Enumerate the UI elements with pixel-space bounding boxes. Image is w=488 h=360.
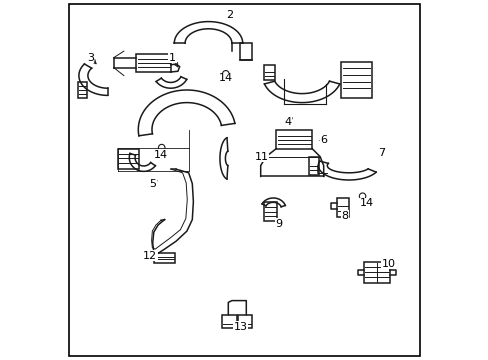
Text: 8: 8 xyxy=(341,211,348,221)
Text: 14: 14 xyxy=(359,198,373,208)
Text: 4: 4 xyxy=(284,117,291,127)
Text: 5: 5 xyxy=(149,179,156,189)
Text: 9: 9 xyxy=(275,219,282,229)
Text: 10: 10 xyxy=(381,258,395,269)
Text: 3: 3 xyxy=(87,53,94,63)
Text: 12: 12 xyxy=(143,251,157,261)
Text: 14: 14 xyxy=(218,73,232,84)
Text: 1: 1 xyxy=(169,53,176,63)
Text: 6: 6 xyxy=(320,135,326,145)
Text: 14: 14 xyxy=(154,150,168,160)
Text: 11: 11 xyxy=(254,152,268,162)
Text: 7: 7 xyxy=(377,148,384,158)
Text: 13: 13 xyxy=(233,321,247,332)
Text: 2: 2 xyxy=(226,10,233,21)
